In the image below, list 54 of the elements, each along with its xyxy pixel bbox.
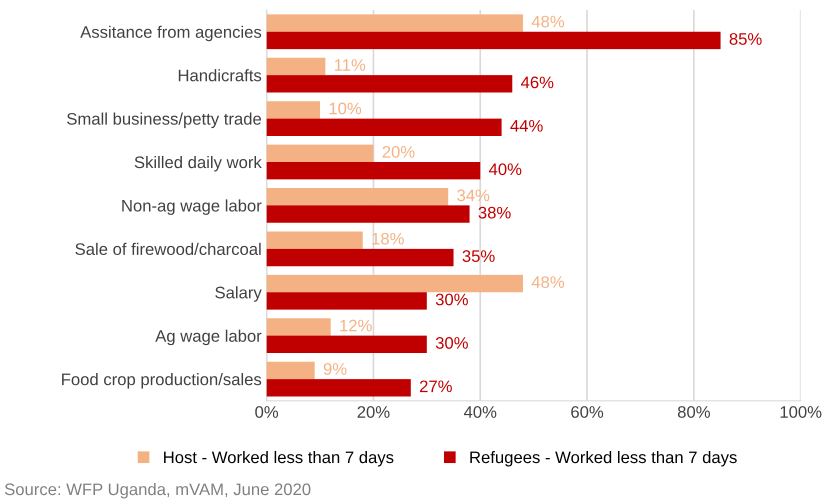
data-label: 9%	[324, 363, 347, 375]
bar	[266, 274, 523, 292]
y-tick-label: Assitance from agencies	[80, 26, 262, 42]
data-label: 10%	[330, 102, 362, 114]
data-label: 48%	[532, 16, 564, 28]
data-label: 38%	[478, 206, 511, 219]
bar	[266, 205, 470, 223]
bar	[266, 362, 315, 380]
bar	[266, 32, 721, 50]
data-label: 12%	[340, 320, 372, 332]
data-label: 46%	[521, 76, 554, 88]
y-tick-label: Sale of firewood/charcoal	[75, 242, 261, 256]
x-tick-label: 40%	[464, 406, 496, 418]
data-label: 34%	[457, 189, 490, 202]
data-label: 27%	[420, 380, 452, 392]
bar	[266, 336, 427, 354]
y-tick-label: Handicrafts	[178, 69, 262, 82]
data-label: 40%	[488, 163, 522, 176]
bar	[266, 231, 363, 249]
data-label: 30%	[436, 337, 468, 349]
bar	[266, 162, 480, 180]
bar	[266, 144, 374, 162]
data-label: 85%	[730, 33, 762, 45]
bar	[266, 292, 427, 310]
bar	[266, 75, 512, 93]
data-label: 18%	[372, 232, 404, 245]
source-note: Source: WFP Uganda, mVAM, June 2020	[4, 482, 310, 498]
data-label: 48%	[532, 276, 564, 288]
y-tick-label: Skilled daily work	[134, 156, 262, 172]
bar	[266, 188, 448, 206]
data-label: 20%	[382, 146, 415, 158]
bar	[266, 58, 326, 76]
bar	[266, 118, 502, 136]
bar	[266, 318, 331, 336]
y-tick-label: Small business/petty trade	[67, 112, 262, 128]
data-label: 44%	[510, 120, 543, 132]
bar	[266, 248, 454, 266]
legend-label: Host - Worked less than 7 days	[164, 450, 394, 467]
x-tick-label: 0%	[255, 406, 278, 418]
y-tick-label: Food crop production/sales	[62, 373, 262, 389]
data-label: 35%	[462, 250, 495, 262]
x-tick-label: 60%	[571, 406, 604, 418]
bar	[266, 101, 320, 119]
legend-label: Refugees - Worked less than 7 days	[470, 450, 737, 467]
x-tick-label: 100%	[780, 406, 822, 418]
data-label: 30%	[436, 294, 468, 306]
y-tick-label: Non-ag wage labor	[122, 199, 262, 215]
y-tick-label: Salary	[215, 286, 262, 302]
data-label: 11%	[334, 59, 366, 71]
x-tick-label: 80%	[678, 406, 710, 418]
y-tick-label: Ag wage labor	[155, 330, 262, 346]
bar	[266, 379, 411, 396]
bar	[266, 14, 523, 32]
x-tick-label: 20%	[358, 406, 390, 418]
